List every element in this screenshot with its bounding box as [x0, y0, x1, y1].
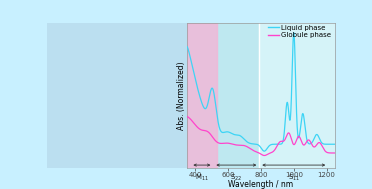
Bar — [259, 23, 335, 168]
Y-axis label: Abs. (Normalized): Abs. (Normalized) — [177, 61, 186, 130]
X-axis label: Wavelength / nm: Wavelength / nm — [228, 180, 294, 189]
Text: S$_{22}$: S$_{22}$ — [230, 173, 243, 183]
Bar — [187, 23, 217, 168]
Text: M$_{11}$: M$_{11}$ — [195, 173, 209, 183]
Text: S$_{11}$: S$_{11}$ — [288, 173, 300, 183]
Legend: Liquid phase, Globule phase: Liquid phase, Globule phase — [267, 23, 333, 40]
